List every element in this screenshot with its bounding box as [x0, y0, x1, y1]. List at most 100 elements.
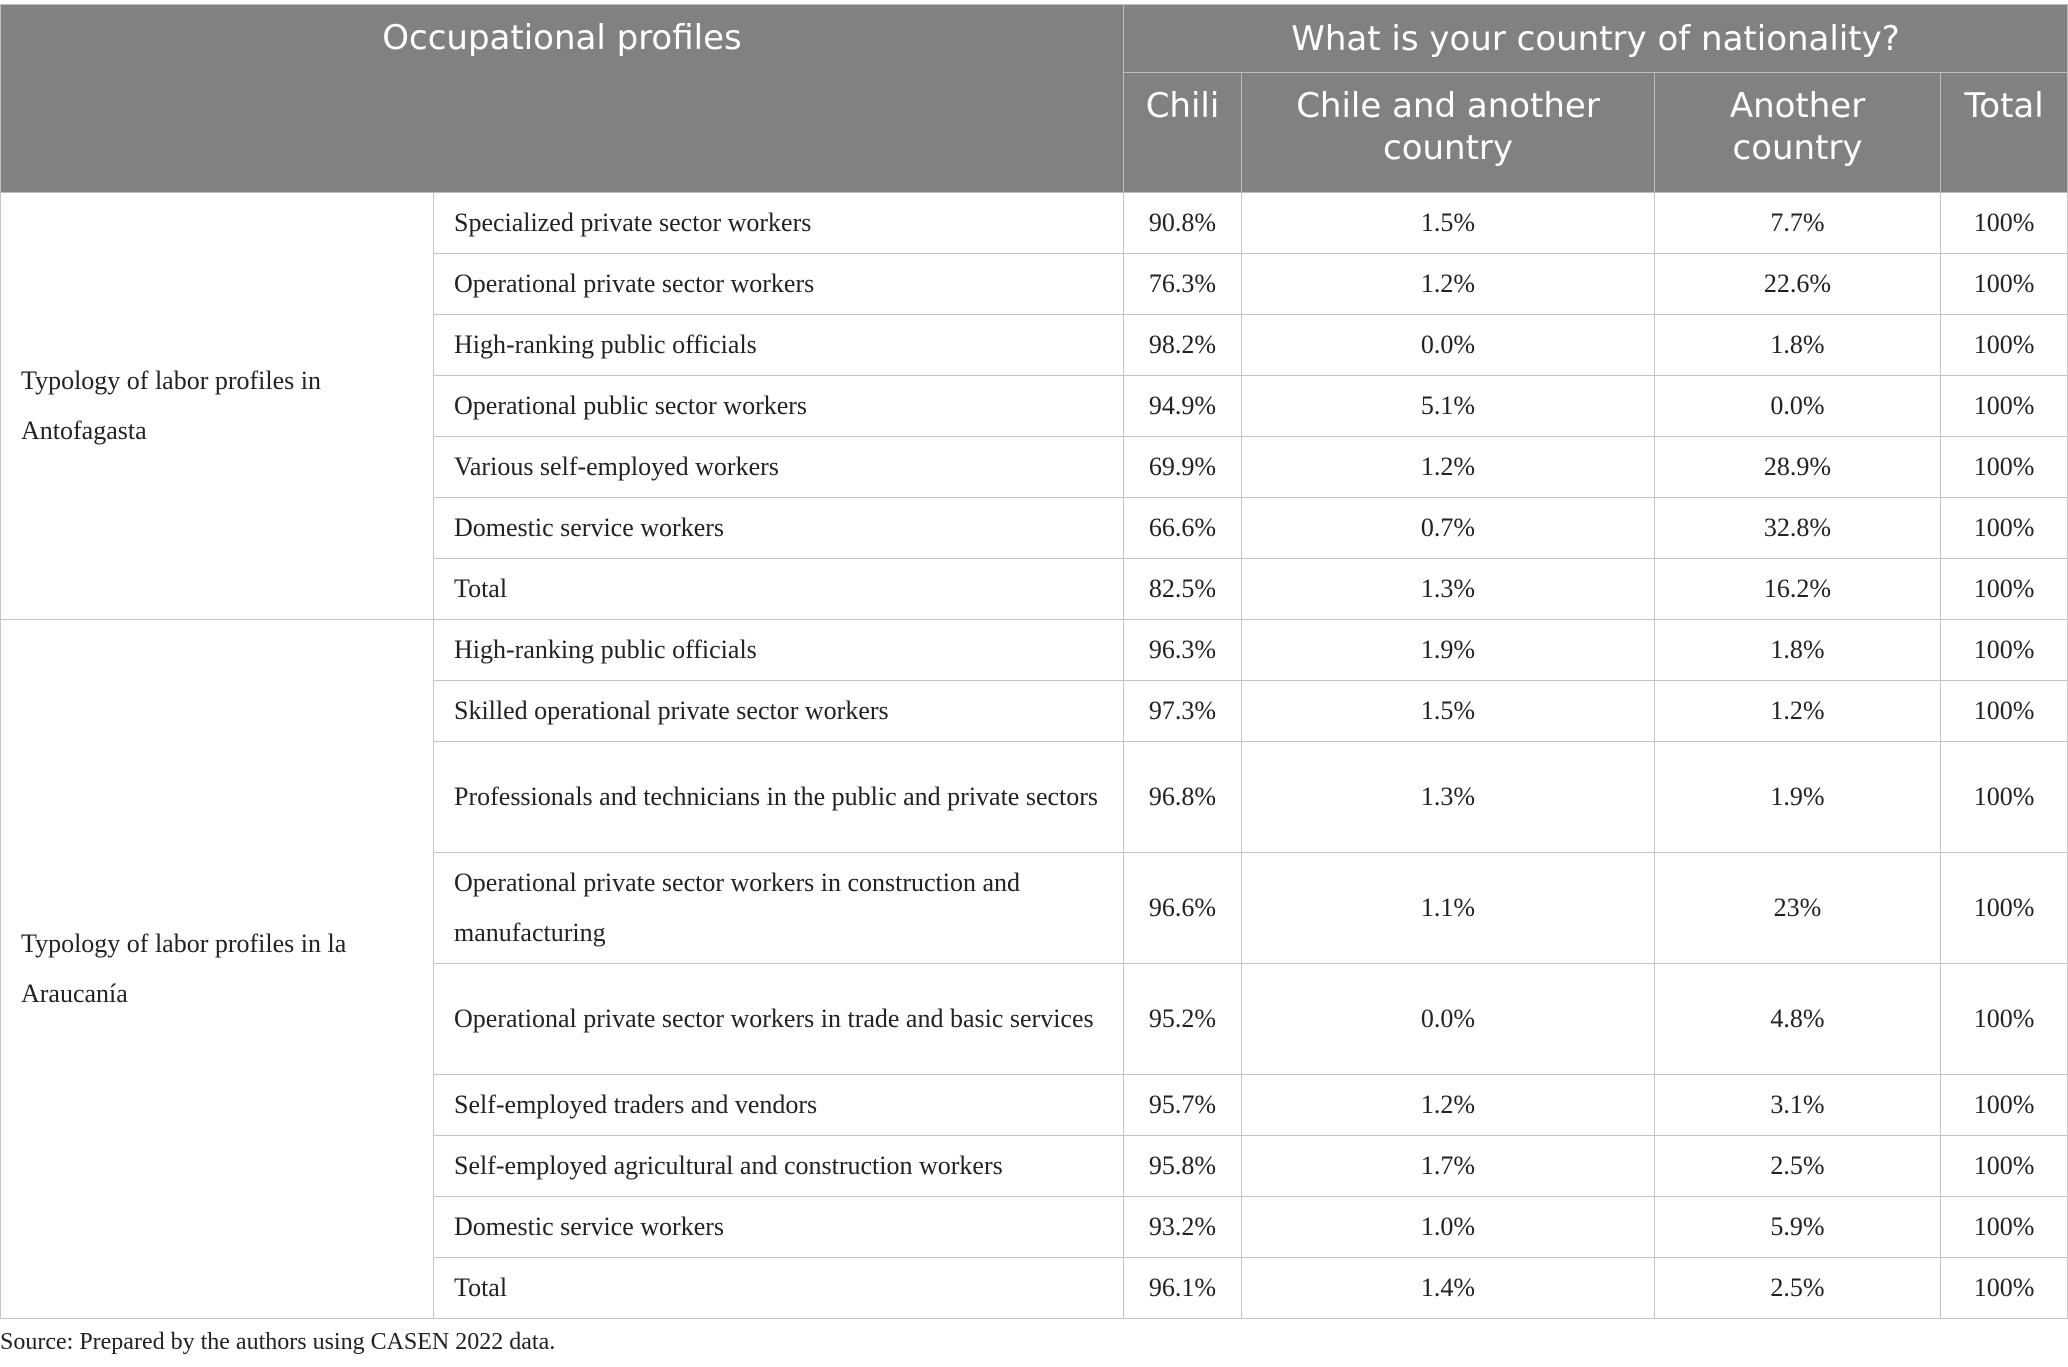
- value-cell: 69.9%: [1123, 436, 1243, 498]
- source-note: Source: Prepared by the authors using CA…: [0, 1329, 556, 1355]
- col-chile-and-another: Chile and another country: [1241, 72, 1656, 193]
- value-cell: 100%: [1940, 436, 2068, 498]
- value-cell: 1.8%: [1654, 314, 1942, 376]
- value-cell: 1.0%: [1241, 1196, 1656, 1258]
- value-cell: 97.3%: [1123, 680, 1243, 742]
- value-cell: 100%: [1940, 497, 2068, 559]
- value-cell: 100%: [1940, 558, 2068, 620]
- value-cell: 100%: [1940, 1074, 2068, 1136]
- value-cell: 1.9%: [1654, 741, 1942, 853]
- value-cell: 100%: [1940, 314, 2068, 376]
- value-cell: 3.1%: [1654, 1074, 1942, 1136]
- group-label: Typology of labor profiles in Antofagast…: [0, 192, 434, 620]
- group-label: Typology of labor profiles in la Araucan…: [0, 619, 434, 1319]
- profile-cell: Skilled operational private sector worke…: [432, 680, 1125, 742]
- value-cell: 0.0%: [1241, 314, 1656, 376]
- value-cell: 1.2%: [1241, 253, 1656, 315]
- table-row: Operational private sector workers in co…: [1, 852, 2068, 964]
- profile-cell: Self-employed agricultural and construct…: [432, 1135, 1125, 1197]
- table-row: Various self-employed workers 69.9% 1.2% 28…: [1, 436, 2068, 498]
- value-cell: 2.5%: [1654, 1135, 1942, 1197]
- value-cell: 100%: [1940, 192, 2068, 254]
- value-cell: 23%: [1654, 852, 1942, 964]
- value-cell: 1.1%: [1241, 852, 1656, 964]
- value-cell: 100%: [1940, 1135, 2068, 1197]
- profile-cell: Total: [432, 558, 1125, 620]
- value-cell: 7.7%: [1654, 192, 1942, 254]
- header-occupational-profiles: Occupational profiles: [0, 4, 1125, 193]
- profile-cell: Total: [432, 1257, 1125, 1319]
- value-cell: 16.2%: [1654, 558, 1942, 620]
- profile-cell: Operational public sector workers: [432, 375, 1125, 437]
- value-cell: 98.2%: [1123, 314, 1243, 376]
- table-row: Typology of labor profiles in la Araucan…: [0, 619, 2068, 1319]
- table-row: Operational private sector workers in tr…: [1, 963, 2068, 1075]
- col-another-country: Another country: [1654, 72, 1942, 193]
- value-cell: 22.6%: [1654, 253, 1942, 315]
- value-cell: 1.4%: [1241, 1257, 1656, 1319]
- table-row: Total 82.5% 1.3% 16.2% 100%: [1, 558, 2068, 620]
- value-cell: 93.2%: [1123, 1196, 1243, 1258]
- table-row: High-ranking public officials 98.2% 0.0% 1.…: [1, 314, 2068, 376]
- value-cell: 0.0%: [1241, 963, 1656, 1075]
- value-cell: 96.1%: [1123, 1257, 1243, 1319]
- profile-cell: High-ranking public officials: [432, 314, 1125, 376]
- value-cell: 32.8%: [1654, 497, 1942, 559]
- profile-cell: Operational private sector workers in co…: [432, 852, 1125, 964]
- profile-cell: Domestic service workers: [432, 497, 1125, 559]
- value-cell: 5.1%: [1241, 375, 1656, 437]
- profile-cell: Operational private sector workers: [432, 253, 1125, 315]
- table-row: Domestic service workers 66.6% 0.7% 32.8% 10…: [1, 497, 2068, 559]
- profile-cell: Self-employed traders and vendors: [432, 1074, 1125, 1136]
- table-row: Typology of labor profiles in Antofagast…: [0, 192, 2068, 620]
- table-row: Professionals and technicians in the pub…: [1, 741, 2068, 853]
- value-cell: 95.8%: [1123, 1135, 1243, 1197]
- value-cell: 82.5%: [1123, 558, 1243, 620]
- value-cell: 94.9%: [1123, 375, 1243, 437]
- value-cell: 1.5%: [1241, 192, 1656, 254]
- value-cell: 1.3%: [1241, 558, 1656, 620]
- value-cell: 96.3%: [1123, 619, 1243, 681]
- value-cell: 100%: [1940, 375, 2068, 437]
- profile-cell: Various self-employed workers: [432, 436, 1125, 498]
- value-cell: 1.2%: [1241, 436, 1656, 498]
- table-row: Self-employed agricultural and construct…: [1, 1135, 2068, 1197]
- value-cell: 5.9%: [1654, 1196, 1942, 1258]
- value-cell: 100%: [1940, 1196, 2068, 1258]
- table-row: Self-employed traders and vendors 95.7% 1.…: [1, 1074, 2068, 1136]
- table-row: Domestic service workers 93.2% 1.0% 5.9% 100…: [1, 1196, 2068, 1258]
- profile-cell: Professionals and technicians in the pub…: [432, 741, 1125, 853]
- value-cell: 96.6%: [1123, 852, 1243, 964]
- value-cell: 1.7%: [1241, 1135, 1656, 1197]
- profile-cell: High-ranking public officials: [432, 619, 1125, 681]
- profile-cell: Operational private sector workers in tr…: [432, 963, 1125, 1075]
- value-cell: 66.6%: [1123, 497, 1243, 559]
- table-row: Skilled operational private sector worke…: [1, 680, 2068, 742]
- value-cell: 1.2%: [1241, 1074, 1656, 1136]
- value-cell: 0.7%: [1241, 497, 1656, 559]
- value-cell: 100%: [1940, 253, 2068, 315]
- value-cell: 1.3%: [1241, 741, 1656, 853]
- value-cell: 95.2%: [1123, 963, 1243, 1075]
- value-cell: 1.8%: [1654, 619, 1942, 681]
- value-cell: 100%: [1940, 1257, 2068, 1319]
- profile-cell: Specialized private sector workers: [432, 192, 1125, 254]
- value-cell: 4.8%: [1654, 963, 1942, 1075]
- value-cell: 90.8%: [1123, 192, 1243, 254]
- value-cell: 100%: [1940, 852, 2068, 964]
- value-cell: 1.5%: [1241, 680, 1656, 742]
- value-cell: 1.2%: [1654, 680, 1942, 742]
- value-cell: 100%: [1940, 741, 2068, 853]
- table-row: Operational public sector workers 94.9% 5.…: [1, 375, 2068, 437]
- value-cell: 2.5%: [1654, 1257, 1942, 1319]
- value-cell: 1.9%: [1241, 619, 1656, 681]
- value-cell: 100%: [1940, 963, 2068, 1075]
- col-chili: Chili: [1123, 72, 1243, 193]
- header-nationality-question: What is your country of nationality?: [1123, 4, 2068, 73]
- value-cell: 96.8%: [1123, 741, 1243, 853]
- table-row: Total 96.1% 1.4% 2.5% 100%: [1, 1257, 2068, 1319]
- value-cell: 100%: [1940, 680, 2068, 742]
- profile-cell: Domestic service workers: [432, 1196, 1125, 1258]
- value-cell: 95.7%: [1123, 1074, 1243, 1136]
- value-cell: 0.0%: [1654, 375, 1942, 437]
